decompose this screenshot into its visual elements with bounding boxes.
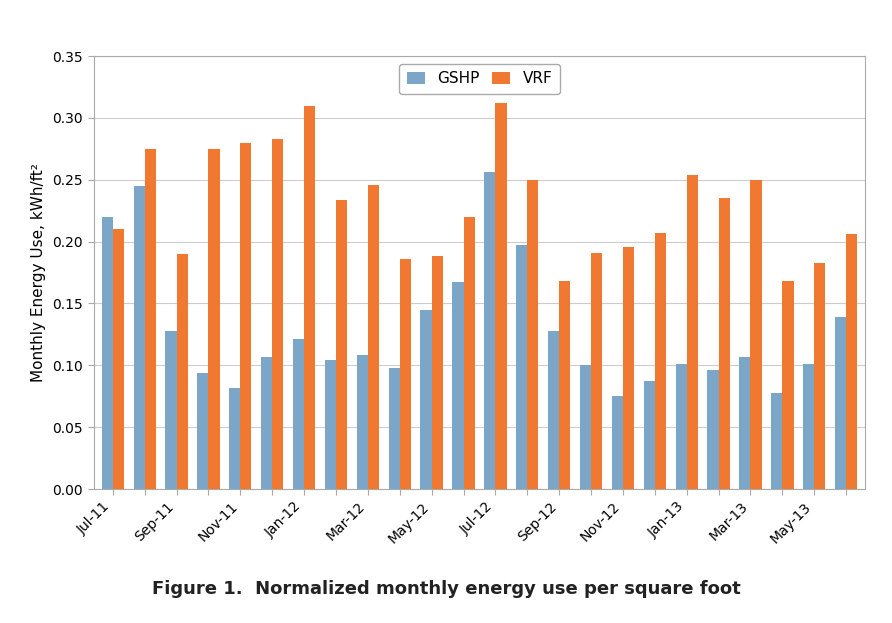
Bar [325,360,336,489]
Bar [165,331,177,489]
Bar [687,175,698,489]
Bar [177,254,187,489]
Bar [197,373,209,489]
Bar [750,180,762,489]
Bar [464,217,475,489]
Bar [591,253,602,489]
Y-axis label: Monthly Energy Use, kWh/ft²: Monthly Energy Use, kWh/ft² [30,163,45,382]
Bar [612,396,623,489]
Bar [293,340,304,489]
Bar [814,263,825,489]
Bar [516,245,527,489]
Bar [432,257,442,489]
Bar [559,281,570,489]
Text: Figure 1.  Normalized monthly energy use per square foot: Figure 1. Normalized monthly energy use … [152,580,740,597]
Bar [675,364,687,489]
Bar [272,139,284,489]
Bar [527,180,539,489]
Bar [336,199,347,489]
Bar [389,368,400,489]
Bar [495,103,507,489]
Bar [719,198,730,489]
Bar [261,357,272,489]
Bar [623,247,634,489]
Bar [782,281,794,489]
Bar [803,364,814,489]
Bar [134,186,145,489]
Bar [452,282,464,489]
Bar [400,259,411,489]
Bar [847,234,857,489]
Bar [368,185,379,489]
Bar [707,370,719,489]
Legend: GSHP, VRF: GSHP, VRF [399,64,560,94]
Bar [655,233,666,489]
Bar [580,365,591,489]
Bar [112,229,124,489]
Bar [484,173,495,489]
Bar [209,149,219,489]
Bar [145,149,156,489]
Bar [240,143,252,489]
Bar [835,317,847,489]
Bar [548,331,559,489]
Bar [644,381,655,489]
Bar [739,357,750,489]
Bar [102,217,112,489]
Bar [304,105,315,489]
Bar [772,392,782,489]
Bar [420,310,432,489]
Bar [229,388,240,489]
Bar [357,356,368,489]
